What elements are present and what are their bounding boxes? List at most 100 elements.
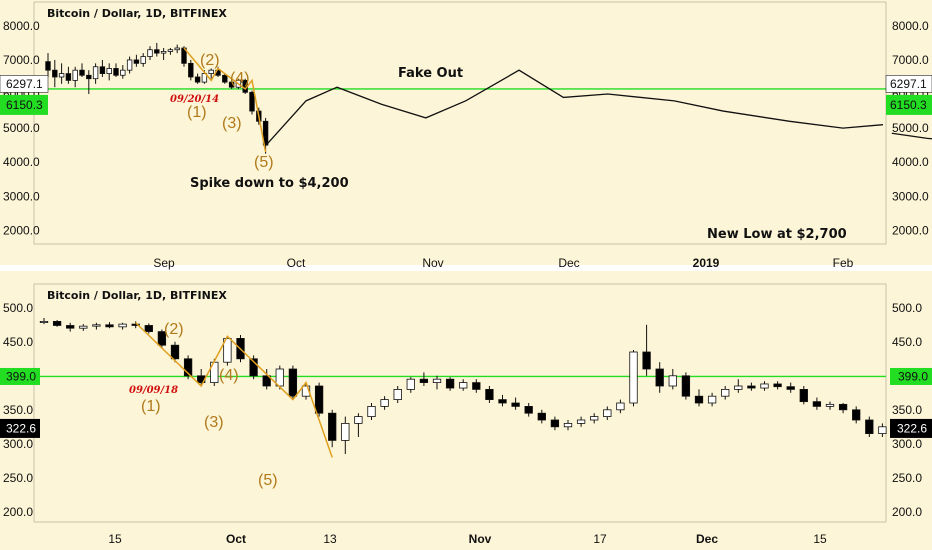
top-level-badge-left: 6150.3 — [0, 94, 48, 115]
bottom-panel-frame — [33, 283, 887, 523]
bottom-candle — [157, 331, 167, 346]
top-candle — [92, 66, 99, 80]
top-wave-label-1: (1) — [187, 104, 207, 121]
bottom-candle — [354, 416, 363, 424]
bottom-ytick-left: 200.0 — [3, 505, 33, 519]
top-wave-line — [183, 47, 267, 153]
svg-text:322.6: 322.6 — [6, 421, 36, 435]
top-xtick: Sep — [153, 256, 175, 270]
bottom-candle — [629, 351, 638, 404]
bottom-candle — [799, 388, 808, 403]
top-ytick-right: 2000.0 — [892, 223, 929, 237]
bottom-candle — [852, 409, 861, 421]
bottom-xtick: 15 — [813, 532, 827, 546]
bottom-candle — [511, 402, 520, 407]
new-low-annotation: New Low at $2,700 — [707, 227, 847, 242]
bottom-xtick: 17 — [593, 532, 607, 546]
bottom-candle — [144, 325, 153, 333]
top-candle — [222, 74, 228, 83]
bottom-xtick: Nov — [469, 532, 492, 546]
top-candle — [201, 73, 208, 83]
bottom-candle — [707, 395, 717, 404]
bottom-candle — [550, 419, 560, 428]
top-panel-frame — [33, 1, 887, 245]
bottom-candle — [878, 426, 887, 434]
top-wave-label-4: (4) — [230, 70, 250, 87]
bottom-ytick-left: 500.0 — [3, 301, 33, 315]
bottom-level-badge-right: 399.0 — [890, 367, 932, 385]
top-ytick-left: 5000.0 — [3, 121, 40, 135]
top-candle — [167, 49, 174, 52]
bottom-xtick: 15 — [108, 532, 122, 546]
bottom-candle — [642, 351, 651, 370]
svg-text:399.0: 399.0 — [898, 369, 928, 383]
top-date-label: 09/20/14 — [170, 94, 219, 105]
bottom-ytick-right: 450.0 — [892, 335, 922, 349]
top-candle — [188, 62, 194, 78]
bottom-candle — [865, 419, 874, 435]
top-ytick-left: 7000.0 — [3, 53, 40, 67]
bottom-candle — [406, 378, 415, 390]
fake-out-annotation: Fake Out — [398, 66, 463, 81]
top-candle — [228, 81, 235, 88]
top-level-badge-right: 6150.3 — [886, 94, 932, 115]
bottom-candle — [380, 399, 389, 407]
bottom-candle — [288, 368, 298, 397]
bottom-wave-label-5: (5) — [258, 472, 278, 489]
bottom-last-price-badge-left: 322.6 — [0, 418, 40, 438]
bottom-candle — [367, 405, 376, 417]
bottom-candle — [183, 358, 193, 377]
bottom-candle — [445, 378, 455, 389]
top-candle — [86, 74, 92, 80]
top-ytick-left: 2000.0 — [3, 223, 40, 237]
top-xtick: Oct — [287, 256, 306, 270]
top-xtick: Dec — [558, 256, 579, 270]
bottom-candle — [590, 416, 599, 421]
bottom-ytick-left: 450.0 — [3, 335, 33, 349]
top-candle — [147, 49, 153, 57]
top-candle — [99, 66, 106, 74]
bottom-candle — [341, 422, 350, 441]
bottom-candle — [668, 375, 677, 387]
bottom-candle — [563, 422, 573, 428]
bottom-wave-label-2: (2) — [164, 321, 184, 338]
top-ytick-left: 8000.0 — [3, 19, 40, 33]
top-ytick-left: 4000.0 — [3, 155, 40, 169]
top-candle — [72, 69, 78, 81]
bottom-candle — [524, 405, 533, 414]
bottom-ytick-right: 300.0 — [892, 437, 922, 451]
bottom-xtick: Dec — [696, 532, 718, 546]
bottom-candle — [459, 382, 468, 389]
top-last-price-badge-right: 6297.1 — [885, 75, 932, 93]
bottom-candle — [472, 382, 481, 390]
top-wave-label-2: (2) — [200, 52, 220, 69]
projection-line-1 — [265, 69, 883, 146]
bottom-candle — [170, 344, 180, 360]
bottom-ytick-left: 300.0 — [3, 437, 33, 451]
bottom-candle — [681, 375, 691, 397]
bottom-candle — [249, 358, 258, 377]
bottom-candle — [537, 412, 546, 421]
bottom-candle — [734, 385, 743, 390]
top-candle — [113, 68, 119, 76]
top-ytick-right: 4000.0 — [892, 155, 929, 169]
bottom-candle — [39, 320, 49, 323]
bottom-candle — [721, 388, 730, 397]
top-ytick-left: 3000.0 — [3, 189, 40, 203]
bottom-ytick-right: 200.0 — [892, 505, 922, 519]
bottom-candle — [118, 323, 127, 328]
bottom-candle — [655, 368, 664, 387]
top-candle — [79, 69, 85, 76]
svg-text:6297.1: 6297.1 — [890, 77, 927, 91]
top-wave-label-5: (5) — [254, 154, 274, 171]
top-candle — [58, 73, 65, 78]
top-candle — [262, 120, 269, 146]
top-candle — [120, 69, 126, 76]
top-candle — [194, 76, 201, 83]
bottom-ytick-right: 250.0 — [892, 471, 922, 485]
top-candle — [154, 49, 160, 54]
bottom-candle — [105, 324, 114, 328]
top-candle — [174, 47, 180, 51]
top-xtick: Feb — [833, 256, 854, 270]
